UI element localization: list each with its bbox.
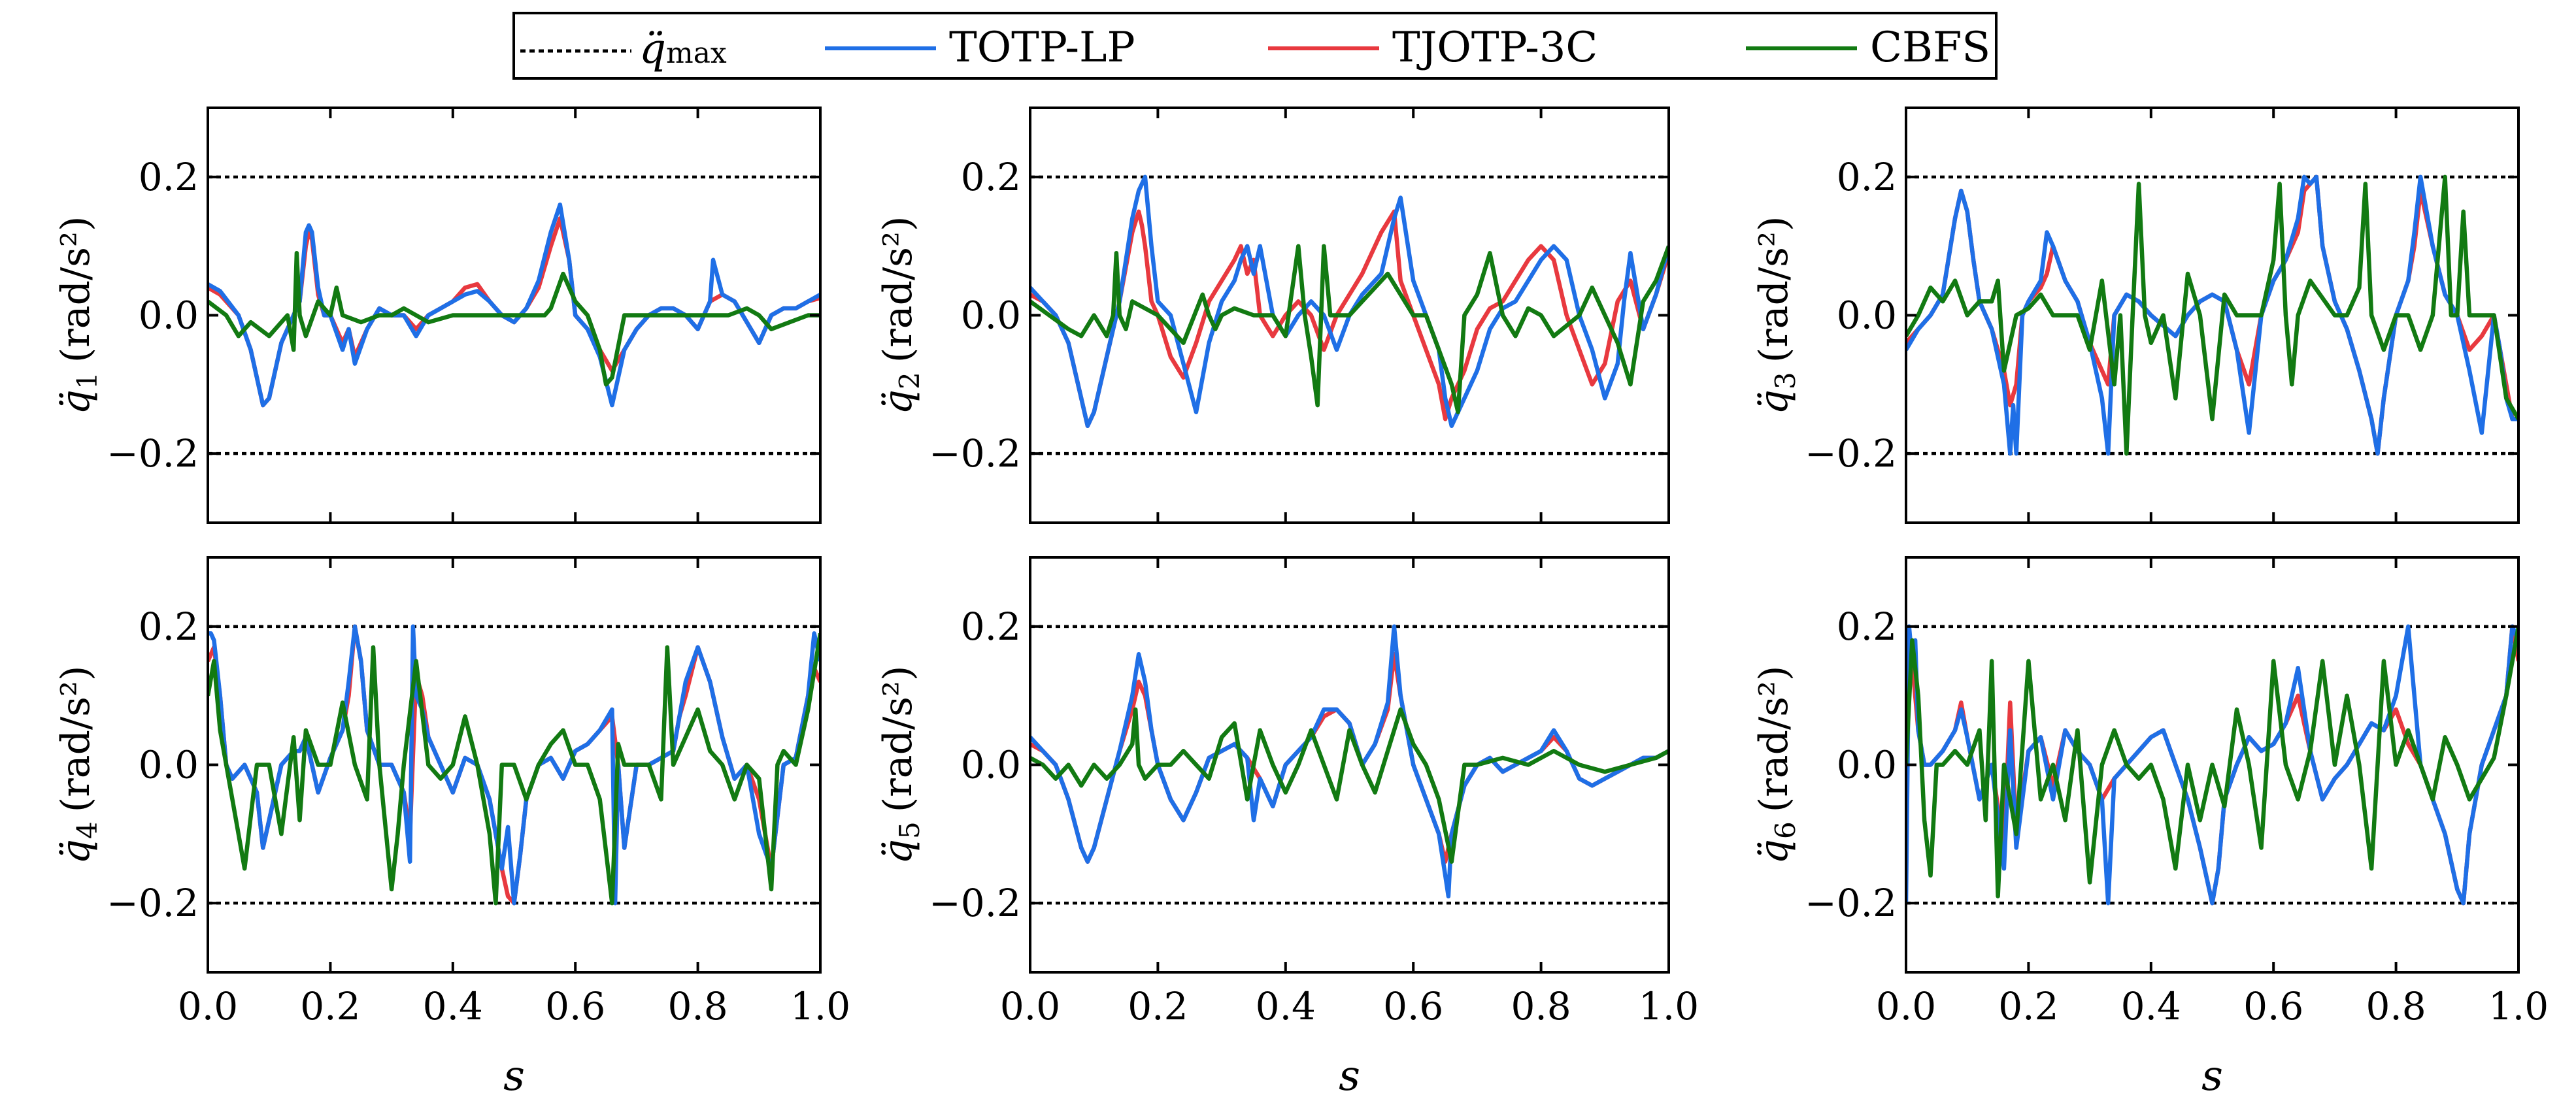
y-tick-label-q5-2: 0.2 — [961, 604, 1021, 649]
y-tick-label-q1-2: 0.2 — [139, 155, 199, 199]
x-tick-label-q5-0: 0.0 — [1000, 984, 1060, 1028]
y-axis-label-subscript-q5: 5 — [894, 821, 926, 839]
x-tick-label-q4-0: 0.0 — [178, 984, 238, 1028]
x-tick-label-q6-4: 0.8 — [2366, 984, 2426, 1028]
y-tick-label-q4-1: 0.0 — [139, 743, 199, 787]
series-group-q2 — [1030, 174, 1669, 429]
x-tick-label-q4-5: 1.0 — [790, 984, 850, 1028]
subplot-q3: −0.2 0.0 0.2 q̈3 (rad/s²) — [1751, 107, 2520, 524]
legend-cbfs-label: CBFS — [1870, 24, 1990, 72]
series-group-q6 — [1906, 624, 2518, 906]
y-axis-label-subscript-q4: 4 — [71, 821, 103, 839]
y-tick-label-q3-1: 0.0 — [1837, 293, 1897, 338]
y-axis-label-unit-q1: (rad/s²) — [53, 216, 99, 363]
x-tick-label-q5-1: 0.2 — [1128, 984, 1188, 1028]
x-axis-label-q4: s — [503, 1052, 525, 1100]
series-group-q1 — [208, 202, 820, 408]
subplot-q1: −0.2 0.0 0.2 q̈1 (rad/s²) — [53, 107, 822, 524]
series-cbfs-q2 — [1030, 244, 1669, 414]
y-axis-label-symbol-q5: q̈ — [875, 839, 921, 864]
x-tick-label-q6-5: 1.0 — [2488, 984, 2549, 1028]
y-tick-label-q1-0: −0.2 — [107, 431, 199, 476]
y-axis-label-subscript-q1: 1 — [71, 372, 103, 389]
subplot-q2: −0.2 0.0 0.2 q̈2 (rad/s²) — [875, 107, 1670, 524]
legend-qmax-label: q̈max — [639, 25, 727, 73]
series-cbfs-q3 — [1906, 174, 2518, 456]
y-axis-label-subscript-q3: 3 — [1769, 372, 1801, 389]
y-axis-label-symbol-q4: q̈ — [53, 839, 99, 864]
y-tick-label-q1-1: 0.0 — [139, 293, 199, 338]
y-axis-label-unit-q3: (rad/s²) — [1751, 216, 1797, 363]
y-axis-label-symbol-q3: q̈ — [1751, 389, 1797, 414]
y-axis-label-q6: q̈6 (rad/s²) — [1751, 666, 1801, 864]
x-tick-label-q4-2: 0.4 — [423, 984, 483, 1028]
y-tick-label-q6-2: 0.2 — [1837, 604, 1897, 649]
y-axis-label-unit-q6: (rad/s²) — [1751, 666, 1797, 813]
legend-frame — [512, 12, 1998, 80]
y-tick-label-q6-0: −0.2 — [1805, 881, 1897, 925]
series-cbfs-q5 — [1030, 707, 1669, 864]
y-axis-label-q3: q̈3 (rad/s²) — [1751, 216, 1801, 415]
y-axis-label-q4: q̈4 (rad/s²) — [53, 666, 103, 864]
x-tick-label-q5-2: 0.4 — [1256, 984, 1316, 1028]
y-axis-label-q2: q̈2 (rad/s²) — [875, 216, 926, 415]
y-tick-label-q3-0: −0.2 — [1805, 431, 1897, 476]
x-tick-label-q4-4: 0.8 — [667, 984, 728, 1028]
y-axis-label-q1: q̈1 (rad/s²) — [53, 216, 103, 415]
y-tick-label-q6-1: 0.0 — [1837, 743, 1897, 787]
x-tick-label-q6-1: 0.2 — [1998, 984, 2058, 1028]
x-tick-label-q5-3: 0.6 — [1383, 984, 1443, 1028]
y-axis-label-symbol-q6: q̈ — [1751, 839, 1797, 864]
series-totp-lp-q5 — [1030, 624, 1669, 898]
series-totp-lp-q2 — [1030, 174, 1669, 429]
y-tick-label-q4-0: −0.2 — [107, 881, 199, 925]
y-axis-label-symbol-q1: q̈ — [53, 389, 99, 414]
y-tick-label-q4-2: 0.2 — [139, 604, 199, 649]
x-tick-label-q6-0: 0.0 — [1876, 984, 1936, 1028]
series-totp-lp-q3 — [1906, 174, 2518, 456]
x-axis-label-q6: s — [2201, 1052, 2223, 1100]
subplot-grid: −0.20.00.2q̈1(rad/s²)−0.20.00.2q̈2(rad/s… — [53, 107, 2549, 1100]
y-axis-label-unit-q5: (rad/s²) — [875, 666, 921, 813]
x-tick-label-q5-5: 1.0 — [1639, 984, 1699, 1028]
y-tick-label-q2-0: −0.2 — [929, 431, 1021, 476]
x-tick-label-q6-3: 0.6 — [2243, 984, 2303, 1028]
subplot-q4: 0.0 0.2 0.4 0.6 0.8 1.0 −0.2 0.0 0.2 q̈4 (rad/s²) s — [53, 556, 850, 1100]
y-axis-label-unit-q4: (rad/s²) — [53, 666, 99, 813]
y-axis-label-q5: q̈5 (rad/s²) — [875, 666, 926, 864]
x-tick-label-q4-1: 0.2 — [300, 984, 360, 1028]
x-axis-label-q5: s — [1339, 1052, 1360, 1100]
legend-tjotp-3c-label: TJOTP-3C — [1392, 24, 1597, 72]
series-cbfs-q4 — [208, 633, 820, 906]
series-group-q4 — [208, 624, 820, 906]
series-group-q3 — [1906, 174, 2518, 456]
y-axis-label-unit-q2: (rad/s²) — [875, 216, 921, 363]
series-cbfs-q6 — [1906, 626, 2518, 898]
y-tick-label-q3-2: 0.2 — [1837, 155, 1897, 199]
y-tick-label-q2-2: 0.2 — [961, 155, 1021, 199]
x-tick-label-q5-4: 0.8 — [1511, 984, 1571, 1028]
y-axis-label-symbol-q2: q̈ — [875, 389, 921, 414]
y-axis-label-subscript-q2: 2 — [894, 372, 926, 389]
y-tick-label-q5-0: −0.2 — [929, 881, 1021, 925]
subplot-q5: 0.0 0.2 0.4 0.6 0.8 1.0 −0.2 0.0 0.2 q̈5 (rad/s²) s — [875, 556, 1699, 1100]
y-tick-label-q2-1: 0.0 — [961, 293, 1021, 338]
x-tick-label-q6-2: 0.4 — [2121, 984, 2181, 1028]
subplot-q6: 0.0 0.2 0.4 0.6 0.8 1.0 −0.2 0.0 0.2 q̈6 (rad/s²) s — [1751, 556, 2549, 1100]
series-cbfs-q1 — [208, 251, 820, 387]
series-group-q5 — [1030, 624, 1669, 898]
legend: q̈max TOTP-LP TJOTP-3C CBFS — [512, 12, 1998, 80]
legend-totp-lp-label: TOTP-LP — [949, 24, 1135, 72]
y-axis-label-subscript-q6: 6 — [1769, 821, 1801, 839]
x-tick-label-q4-3: 0.6 — [545, 984, 605, 1028]
y-tick-label-q5-1: 0.0 — [961, 743, 1021, 787]
